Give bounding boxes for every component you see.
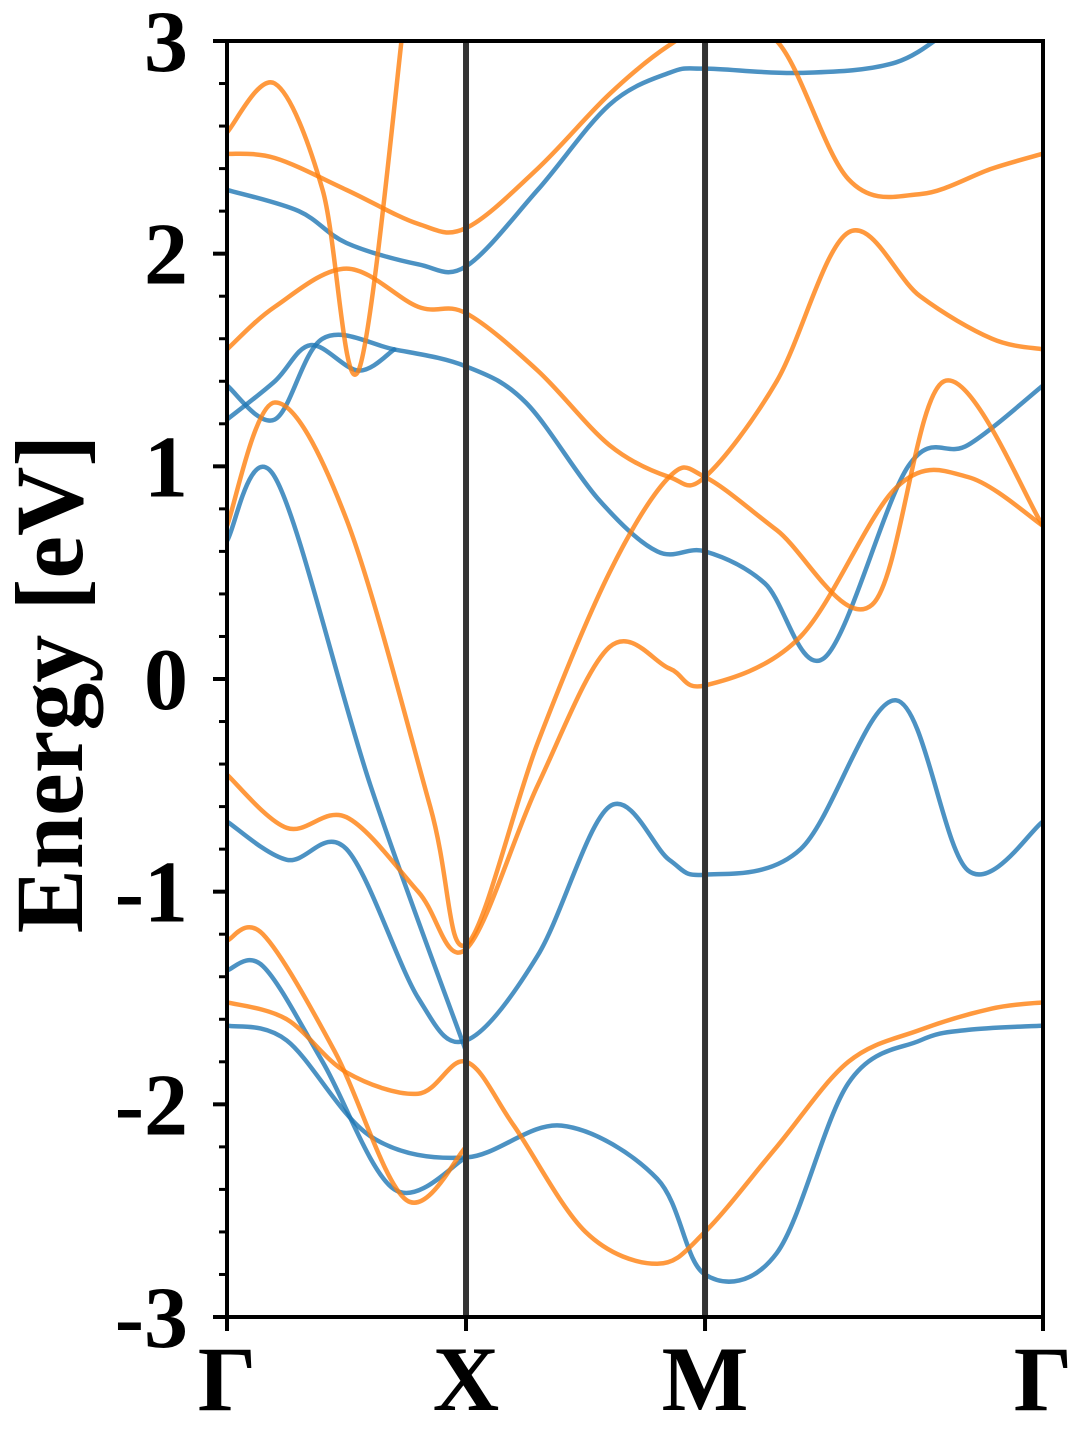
y-tick-label: 2 <box>144 207 188 304</box>
band-line-up-4 <box>227 342 397 422</box>
band-line-down-8 <box>227 925 469 1205</box>
x-tick-label-kpoint: Γ <box>198 1328 257 1430</box>
y-axis-ticks: -3 -2 -1 0 1 2 3 <box>115 0 227 1367</box>
band-series-group <box>227 41 1043 1284</box>
x-tick-label-kpoint: M <box>662 1328 749 1430</box>
y-tick-label: 1 <box>144 419 188 516</box>
x-tick-label-kpoint: Γ <box>1014 1328 1073 1430</box>
band-line-up-0 <box>227 1023 1043 1284</box>
plot-frame <box>225 39 1045 1319</box>
band-line-down-10 <box>227 378 1043 949</box>
y-tick-label: -3 <box>115 1270 188 1367</box>
band-line-up-6 <box>227 332 1043 663</box>
y-axis-label: Energy [eV] <box>0 435 103 934</box>
band-line-up-3 <box>227 464 469 1054</box>
band-line-up-5 <box>227 41 939 275</box>
y-tick-label: 3 <box>144 0 188 91</box>
y-tick-label: 0 <box>144 632 188 729</box>
band-line-up-1 <box>227 958 469 1195</box>
axes-frame <box>225 39 1045 1319</box>
y-tick-label: -2 <box>115 1057 188 1154</box>
x-tick-label-kpoint: X <box>433 1328 499 1430</box>
band-line-down-9 <box>227 467 1043 955</box>
band-line-up-2 <box>227 698 1043 1045</box>
band-line-down-11 <box>227 228 1043 488</box>
band-line-down-13 <box>227 41 404 377</box>
band-line-down-12 <box>227 41 1043 235</box>
y-tick-label: -1 <box>115 845 188 942</box>
band-line-down-7 <box>227 1000 1043 1267</box>
kpoint-separators <box>463 41 709 1317</box>
